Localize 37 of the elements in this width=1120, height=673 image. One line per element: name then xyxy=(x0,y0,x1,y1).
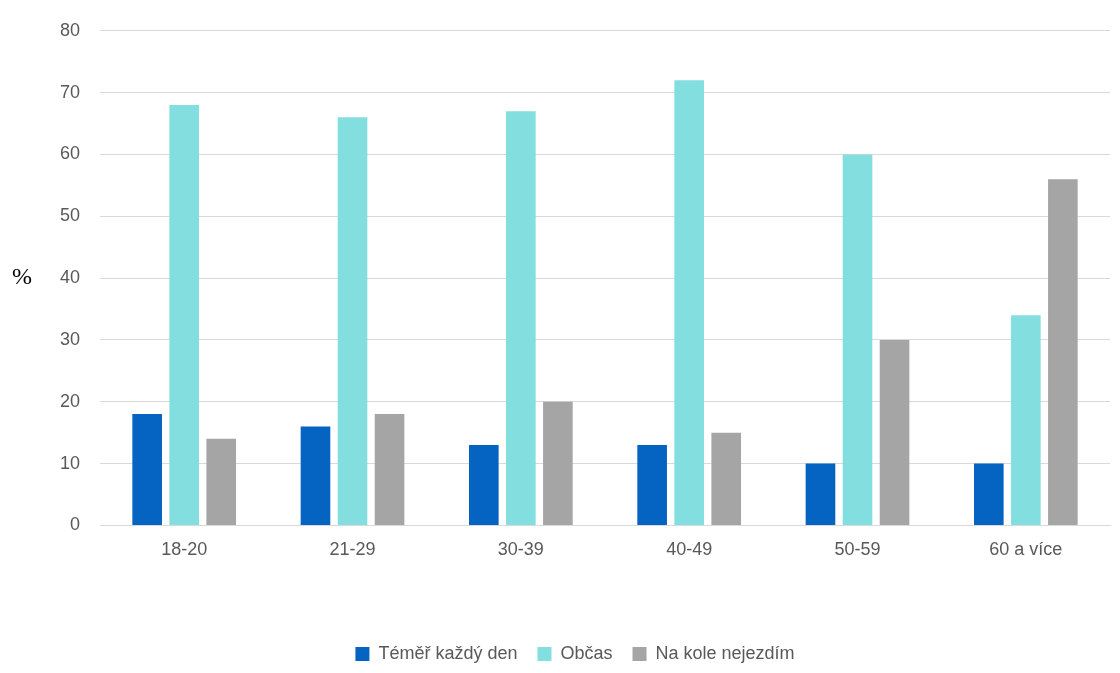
bar xyxy=(637,445,667,525)
y-tick-label: 20 xyxy=(59,390,81,411)
y-tick-label: 80 xyxy=(59,19,81,40)
bar xyxy=(506,111,536,525)
x-tick-label: 21-29 xyxy=(329,539,376,560)
y-tick-label: 10 xyxy=(59,452,81,473)
legend-label: Na kole nejezdím xyxy=(655,642,795,663)
bar xyxy=(711,432,742,525)
bar xyxy=(206,438,237,525)
bar xyxy=(973,463,1004,525)
y-tick-label: 0 xyxy=(70,514,81,535)
bar xyxy=(1048,179,1078,525)
y-tick-label: 60 xyxy=(59,143,81,164)
bar xyxy=(842,154,873,525)
bar xyxy=(543,401,573,525)
bar xyxy=(805,463,836,525)
y-tick-label: 40 xyxy=(59,267,81,288)
bar xyxy=(879,339,910,525)
x-tick-label: 50-59 xyxy=(834,539,881,560)
y-tick-label: 30 xyxy=(59,328,81,349)
x-tick-label: 18-20 xyxy=(161,539,208,560)
y-tick-label: 70 xyxy=(59,81,81,102)
bar xyxy=(1011,315,1041,525)
y-axis-title: % xyxy=(12,263,32,290)
bar xyxy=(469,445,499,525)
x-tick-label: 40-49 xyxy=(666,539,713,560)
bar xyxy=(300,426,331,525)
y-tick-label: 50 xyxy=(59,205,81,226)
bar xyxy=(132,414,162,525)
bar xyxy=(169,104,199,525)
x-tick-label: 60 a více xyxy=(989,539,1063,560)
bar xyxy=(337,117,368,525)
x-tick-label: 30-39 xyxy=(497,539,544,560)
legend-label: Téměř každý den xyxy=(378,642,518,663)
legend-label: Občas xyxy=(560,642,613,663)
bar xyxy=(674,80,704,525)
bar xyxy=(374,414,405,525)
